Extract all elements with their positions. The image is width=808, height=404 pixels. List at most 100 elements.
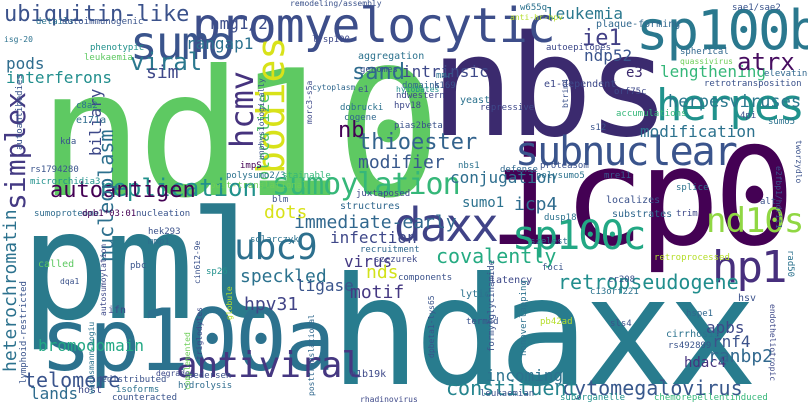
word-tworzydlo: tworzydlo: [794, 140, 803, 184]
word-w655q: w655q: [520, 3, 548, 13]
word-cirrhosis: cirrhosis: [666, 329, 721, 340]
word-ndp52: ndp52: [584, 46, 633, 65]
word-isg-20: isg-20: [4, 35, 33, 44]
word-substrates: substrates: [612, 209, 673, 220]
word-ligase: ligase: [296, 276, 354, 295]
word-formylglycinamide: formylglycinamide: [487, 259, 497, 352]
word-lengthening: lengthening: [660, 62, 766, 81]
word-modifier: modifier: [358, 152, 445, 173]
word-nd10: nd10: [38, 34, 441, 237]
word-c13orf221: c13orf221: [590, 287, 639, 297]
word-ubc9: ubc9: [234, 227, 318, 268]
word-quassivirus: quassivirus: [680, 57, 733, 66]
word-retrotransposition: retrotransposition: [704, 79, 802, 89]
word-stainable: stainable: [282, 171, 331, 181]
word-alt: alt: [760, 197, 777, 207]
word-morc3: morc3-s5a: [305, 80, 314, 124]
word-modification: modification: [640, 122, 756, 141]
word-kda: kda: [60, 137, 77, 147]
word-nd10s: nd10s: [706, 201, 804, 241]
word-components: components: [398, 273, 453, 283]
word-sae1-sae2: sae1/sae2: [732, 3, 781, 13]
word-defense: defense: [500, 165, 538, 175]
word-polysumo5: polysumo5: [536, 171, 585, 181]
word-intrinsic: intrinsic: [402, 62, 489, 81]
word-nds: nds: [366, 262, 399, 283]
word-apbs: apbs: [706, 318, 745, 337]
word-proteasom: proteasom: [540, 161, 589, 171]
word-szczurek: szczurek: [374, 255, 418, 265]
word-hmg1-2: hmg1/2: [210, 14, 268, 33]
word-hyiobates: hyiobates: [396, 85, 440, 94]
word-thioester: thioester: [358, 130, 478, 155]
word-viral: viral: [130, 48, 203, 76]
word-termed: termed: [466, 317, 499, 327]
word-hsv: hsv: [738, 293, 757, 304]
word-isoforms: isoforms: [116, 385, 160, 395]
word-pb42ad: pb42ad: [540, 317, 573, 327]
word-sls4: sls4: [610, 319, 632, 329]
word-ie1: ie1: [582, 26, 622, 51]
word-sp26: sp26: [206, 267, 228, 277]
word-pbc: pbc: [130, 261, 147, 271]
word-microrchidia3: microrchidia3: [30, 177, 101, 187]
word-interferons: interferons: [6, 68, 112, 87]
word-c8a2: c8a2: [76, 101, 98, 111]
word-nonoverlapping: nonoverlapping: [519, 280, 529, 356]
word-sumo1: sumo1: [462, 195, 505, 211]
word-szelest: szelest: [530, 237, 568, 247]
word-nbs: nbs: [430, 6, 671, 169]
word-ndwestern: ndwestern: [396, 91, 445, 101]
word-polysumo2-3: polysumo2/3: [226, 171, 286, 181]
word-hpv18: hpv18: [394, 101, 422, 111]
word-trim: trim: [676, 209, 698, 219]
word-rnf4: rnf4: [712, 332, 751, 351]
word-promyelocytic: promyelocytic: [192, 0, 556, 54]
word-cytomegalovirus: cytomegalovirus: [562, 376, 743, 400]
word-hek293: hek293: [148, 227, 181, 237]
word-autoantigen: autoantigen: [50, 178, 196, 203]
word-details: details: [36, 17, 74, 27]
word-lytic: lytic: [460, 289, 491, 300]
word-complemented: complemented: [183, 332, 192, 390]
word-dpbeta1: dpbeta1-lys65: [427, 295, 436, 358]
word-domains: domains: [402, 81, 440, 91]
word-sp100a: sp100a: [40, 291, 336, 391]
word-cogene: cogene: [344, 113, 377, 123]
word-hp1: hp1: [712, 242, 787, 293]
word-rhadinovirus: rhadinovirus: [360, 395, 418, 404]
word-rs492899: rs492899: [668, 341, 712, 351]
word-sp100c: sp100c: [512, 213, 646, 259]
word-lymphoid-restricted: lymphoid-restricted: [19, 281, 29, 384]
word-cytoplasm: cytoplasm: [312, 83, 356, 92]
word-e1-dependent: e1-dependent: [544, 79, 617, 90]
word-remodeling: remodeling/assembly: [290, 0, 382, 8]
word-host: host: [78, 385, 103, 396]
word-aggregation: aggregation: [358, 51, 425, 62]
word-icp4: icp4: [514, 194, 558, 215]
word-heterochromatin: heterochromatin: [0, 209, 21, 372]
word-replication: replication: [98, 174, 257, 202]
word-wachsmann-hogiu: wachsmann-hogiu: [87, 321, 96, 394]
word-plaque-forming: plaque-forming: [596, 19, 681, 30]
word-pedersen: pedersen: [188, 371, 232, 381]
word-icp0: icp0: [488, 119, 795, 276]
word-rs1794280: rs1794280: [30, 165, 79, 175]
word-yeast: yeast: [460, 95, 491, 106]
word-sumo5: sumo5: [768, 117, 796, 127]
word-repressive: repressive: [480, 103, 535, 113]
word-sim: sim: [146, 62, 179, 83]
word-accumulations: accumulations: [616, 109, 687, 119]
word-localizes: localizes: [606, 195, 661, 206]
word-dobrucki: dobrucki: [340, 103, 384, 113]
word-triglodytes: triglodytes: [195, 307, 204, 360]
word-leukaemian: leukaemian: [480, 389, 535, 399]
word-motif: motif: [350, 282, 405, 303]
word-autoantibodies: autoantibodies: [15, 74, 25, 150]
word-unphysiologically: unphysiologically: [257, 78, 266, 160]
word-btrim4: btrim4: [561, 79, 570, 108]
word-covalently: covalently: [436, 244, 557, 268]
word-dpb1: dpb1*03:01: [82, 209, 137, 219]
word-sp100b: sp100b: [636, 0, 808, 62]
word-cin612-9e: cin612-9e: [193, 240, 202, 284]
